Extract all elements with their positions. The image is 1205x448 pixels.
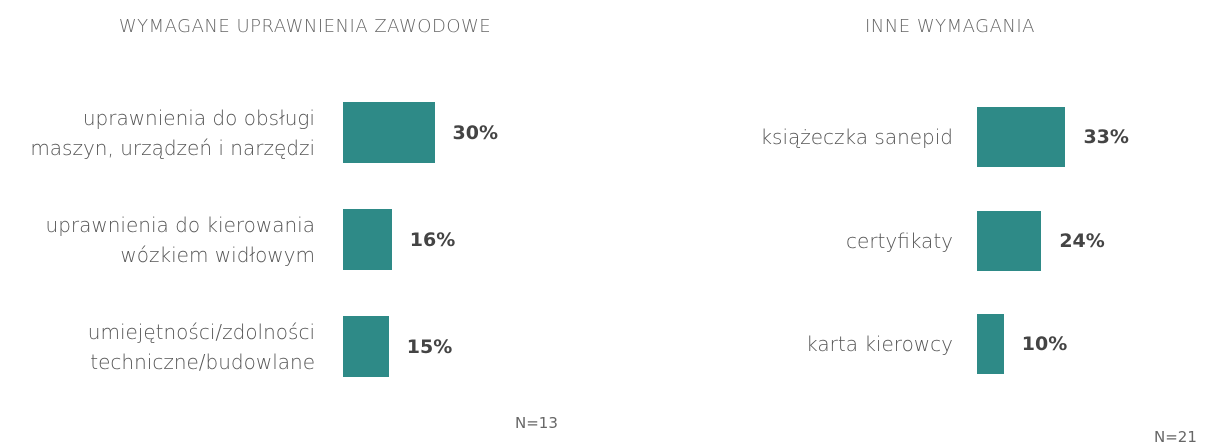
value-label: 24% bbox=[1059, 230, 1105, 252]
value-label: 33% bbox=[1083, 126, 1129, 148]
bar bbox=[343, 316, 389, 377]
chart-title: INNE WYMAGANIA bbox=[864, 16, 1036, 37]
bar bbox=[977, 211, 1042, 271]
category-label: uprawnienia do kierowania wózkiem widłow… bbox=[45, 212, 315, 267]
value-label: 16% bbox=[409, 228, 456, 251]
category-label: umiejętności/zdolności techniczne/budowl… bbox=[87, 319, 315, 374]
category-label: karta kierowcy bbox=[806, 332, 953, 356]
bar bbox=[977, 107, 1066, 167]
value-label: 10% bbox=[1021, 333, 1068, 355]
category-label: certyfikaty bbox=[846, 229, 953, 253]
bar bbox=[343, 209, 392, 270]
bar bbox=[977, 314, 1004, 374]
value-label: 30% bbox=[452, 121, 498, 144]
sample-size-note: N=21 bbox=[1154, 428, 1197, 446]
chart-title: WYMAGANE UPRAWNIENIA ZAWODOWE bbox=[118, 16, 492, 37]
bar bbox=[343, 102, 435, 163]
category-label: książeczka sanepid bbox=[760, 125, 953, 149]
sample-size-note: N=13 bbox=[515, 414, 558, 432]
value-label: 15% bbox=[406, 335, 453, 358]
category-label: uprawnienia do obsługi maszyn, urządzeń … bbox=[30, 105, 315, 160]
